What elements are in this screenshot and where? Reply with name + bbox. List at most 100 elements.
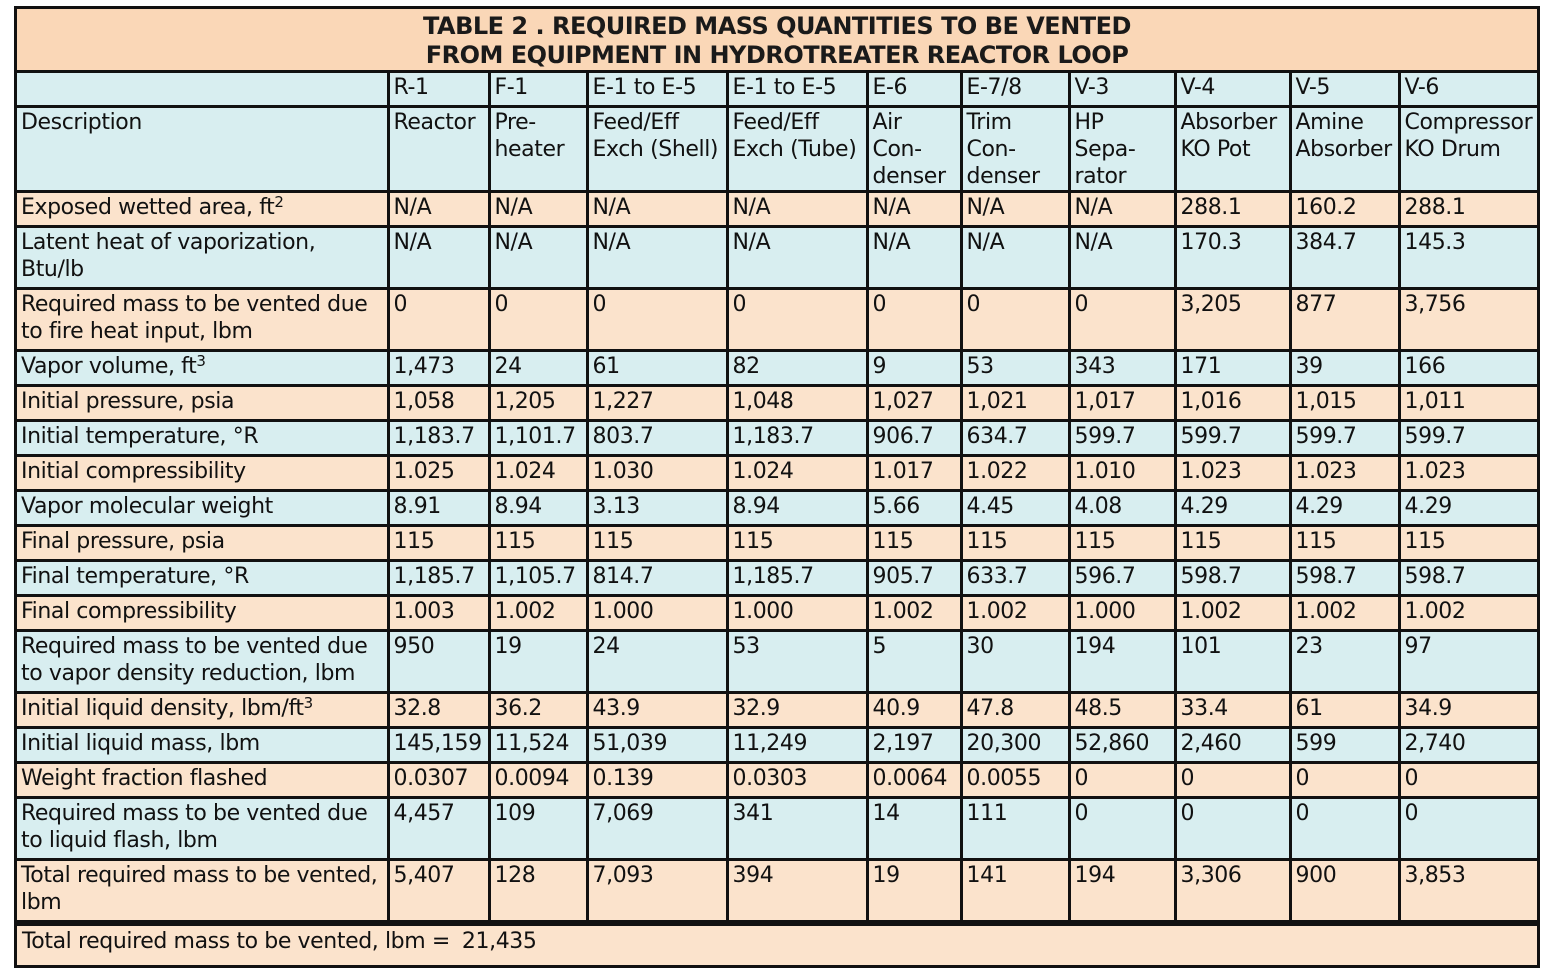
value-cell: 115 bbox=[1397, 524, 1537, 562]
value-cell: 24 bbox=[585, 629, 729, 694]
value-cell: 30 bbox=[959, 629, 1071, 694]
column-description: Feed/Eff Exch (Shell) bbox=[585, 105, 729, 193]
value-cell: 1.000 bbox=[1067, 594, 1177, 632]
value-cell: N/A bbox=[585, 190, 729, 228]
row-label-text: Total required mass to be vented, lbm bbox=[21, 863, 378, 915]
value-cell: 40.9 bbox=[865, 691, 963, 729]
header-description-row: Description Reactor Pre- heater Feed/Eff Ex… bbox=[17, 105, 1537, 193]
table-row: Total required mass to be vented, lbm 5,4… bbox=[17, 858, 1537, 923]
value-cell: 48.5 bbox=[1067, 691, 1177, 729]
value-cell: 1,015 bbox=[1288, 384, 1401, 422]
row-label-text: Vapor molecular weight bbox=[21, 494, 273, 519]
header-corner-cell bbox=[17, 73, 390, 108]
value-cell: 1,185.7 bbox=[386, 559, 491, 597]
row-label: Final temperature, °R bbox=[17, 559, 390, 597]
row-label-text: Vapor volume, ft bbox=[21, 354, 197, 379]
value-cell: 34.9 bbox=[1397, 691, 1537, 729]
value-cell: 0 bbox=[585, 287, 729, 352]
row-label: Exposed wetted area, ft2 bbox=[17, 190, 390, 228]
value-cell: 194 bbox=[1067, 629, 1177, 694]
value-cell: 111 bbox=[959, 796, 1071, 861]
value-cell: 170.3 bbox=[1173, 225, 1292, 290]
value-cell: 633.7 bbox=[959, 559, 1071, 597]
value-cell: 3,853 bbox=[1397, 858, 1537, 923]
value-cell: 82 bbox=[725, 349, 869, 387]
value-cell: 599.7 bbox=[1397, 419, 1537, 457]
table-frame: TABLE 2 . REQUIRED MASS QUANTITIES TO BE… bbox=[14, 6, 1540, 968]
value-cell: 14 bbox=[865, 796, 963, 861]
row-label-text: Initial pressure, psia bbox=[21, 389, 235, 414]
value-cell: 141 bbox=[959, 858, 1071, 923]
value-cell: 1,027 bbox=[865, 384, 963, 422]
column-tag: E-1 to E-5 bbox=[725, 73, 869, 108]
value-cell: 1.002 bbox=[487, 594, 589, 632]
row-label-superscript: 3 bbox=[196, 352, 206, 370]
row-label-text: Final compressibility bbox=[21, 599, 237, 624]
value-cell: 598.7 bbox=[1397, 559, 1537, 597]
value-cell: 160.2 bbox=[1288, 190, 1401, 228]
value-cell: 906.7 bbox=[865, 419, 963, 457]
value-cell: 599.7 bbox=[1173, 419, 1292, 457]
column-description: Air Con- denser bbox=[865, 105, 963, 193]
row-label-text: Final pressure, psia bbox=[21, 529, 225, 554]
value-cell: 814.7 bbox=[585, 559, 729, 597]
value-cell: 47.8 bbox=[959, 691, 1071, 729]
value-cell: 950 bbox=[386, 629, 491, 694]
value-cell: 20,300 bbox=[959, 726, 1071, 764]
value-cell: N/A bbox=[959, 190, 1071, 228]
value-cell: 115 bbox=[959, 524, 1071, 562]
value-cell: 0 bbox=[1397, 796, 1537, 861]
row-label-superscript: 3 bbox=[303, 694, 314, 712]
table-row: Required mass to be vented due to fire h… bbox=[17, 287, 1537, 352]
value-cell: 115 bbox=[865, 524, 963, 562]
row-label: Weight fraction flashed bbox=[17, 761, 390, 799]
row-label: Vapor molecular weight bbox=[17, 489, 390, 527]
value-cell: 11,249 bbox=[725, 726, 869, 764]
value-cell: 1,205 bbox=[487, 384, 589, 422]
table-row: Initial temperature, °R 1,183.7 1,101.7 803… bbox=[17, 419, 1537, 457]
value-cell: 3,306 bbox=[1173, 858, 1292, 923]
value-cell: 1,017 bbox=[1067, 384, 1177, 422]
table-row: Vapor molecular weight 8.91 8.94 3.13 8.94 5.… bbox=[17, 489, 1537, 527]
title-line-1: TABLE 2 . REQUIRED MASS QUANTITIES TO BE… bbox=[423, 12, 1131, 40]
value-cell: 23 bbox=[1288, 629, 1401, 694]
value-cell: 1,101.7 bbox=[487, 419, 589, 457]
value-cell: 8.94 bbox=[725, 489, 869, 527]
value-cell: 1.023 bbox=[1397, 454, 1537, 492]
row-label: Initial temperature, °R bbox=[17, 419, 390, 457]
table-row: Required mass to be vented due to vapor … bbox=[17, 629, 1537, 694]
value-cell: 599 bbox=[1288, 726, 1401, 764]
value-cell: 905.7 bbox=[865, 559, 963, 597]
value-cell: 634.7 bbox=[959, 419, 1071, 457]
value-cell: 1.023 bbox=[1173, 454, 1292, 492]
value-cell: 3,205 bbox=[1173, 287, 1292, 352]
value-cell: 43.9 bbox=[585, 691, 729, 729]
value-cell: 7,069 bbox=[585, 796, 729, 861]
value-cell: 0.0307 bbox=[386, 761, 491, 799]
column-tag: F-1 bbox=[487, 73, 589, 108]
row-label-text: Initial temperature, °R bbox=[21, 424, 259, 449]
row-label-superscript: 2 bbox=[274, 193, 284, 211]
value-cell: 2,197 bbox=[865, 726, 963, 764]
value-cell: 1.023 bbox=[1288, 454, 1401, 492]
value-cell: 599.7 bbox=[1067, 419, 1177, 457]
value-cell: 0 bbox=[725, 287, 869, 352]
value-cell: 194 bbox=[1067, 858, 1177, 923]
value-cell: 2,460 bbox=[1173, 726, 1292, 764]
value-cell: N/A bbox=[487, 225, 589, 290]
row-label-text: Exposed wetted area, ft bbox=[21, 195, 275, 220]
row-label: Required mass to be vented due to liquid… bbox=[17, 796, 390, 861]
description-label: Description bbox=[17, 105, 390, 193]
value-cell: 4.45 bbox=[959, 489, 1071, 527]
value-cell: 1.002 bbox=[1397, 594, 1537, 632]
row-label: Latent heat of vaporization, Btu/lb bbox=[17, 225, 390, 290]
value-cell: 0 bbox=[1067, 761, 1177, 799]
value-cell: 288.1 bbox=[1397, 190, 1537, 228]
row-label-text: Required mass to be vented due to liquid… bbox=[21, 801, 368, 853]
row-label: Initial liquid mass, lbm bbox=[17, 726, 390, 764]
value-cell: 1,473 bbox=[386, 349, 491, 387]
value-cell: 115 bbox=[1288, 524, 1401, 562]
row-label: Final pressure, psia bbox=[17, 524, 390, 562]
value-cell: 5 bbox=[865, 629, 963, 694]
value-cell: 384.7 bbox=[1288, 225, 1401, 290]
